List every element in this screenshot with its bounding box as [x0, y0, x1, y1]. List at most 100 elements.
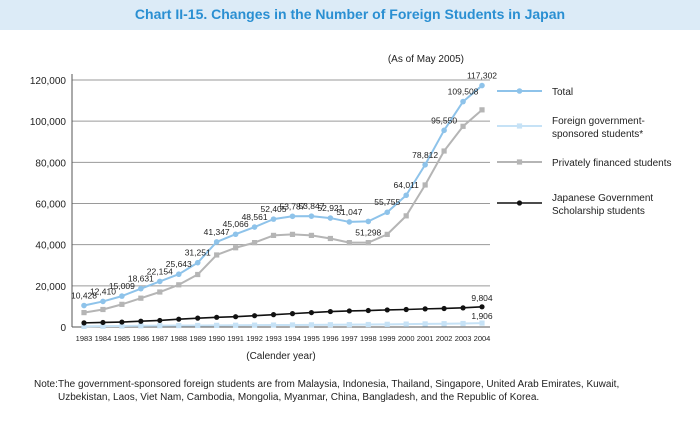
- data-point-foreign_gov: [233, 322, 239, 328]
- data-point-foreign_gov: [100, 323, 106, 329]
- data-point-private: [138, 295, 144, 301]
- data-label-total: 12,410: [90, 286, 116, 296]
- series-line-total: [83, 84, 483, 307]
- legend-label-private: Privately financed students: [552, 158, 672, 169]
- x-tick-label: 2004: [474, 334, 491, 343]
- legend-label-foreign_gov: Foreign government-: [552, 116, 645, 127]
- data-point-foreign_gov: [119, 323, 125, 329]
- series-line-private: [83, 109, 483, 314]
- data-point-total: [119, 293, 125, 299]
- data-point-foreign_gov: [327, 322, 333, 328]
- data-point-private: [384, 231, 390, 237]
- legend-marker-japanese_gov: [516, 200, 523, 206]
- data-point-japanese_gov: [365, 307, 371, 314]
- data-label-total: 15,009: [109, 281, 135, 291]
- data-point-japanese_gov: [308, 309, 315, 316]
- data-point-japanese_gov: [327, 308, 333, 315]
- data-label-total: 51,298: [355, 227, 381, 237]
- data-point-private: [289, 231, 296, 237]
- data-point-private: [422, 182, 428, 188]
- data-point-japanese_gov: [157, 317, 163, 324]
- data-point-foreign_gov: [460, 320, 466, 327]
- data-point-foreign_gov: [270, 322, 277, 328]
- x-tick-label: 1983: [76, 334, 93, 343]
- data-point-total: [270, 216, 277, 222]
- data-point-private: [441, 148, 447, 154]
- data-point-total: [308, 213, 315, 219]
- data-point-total: [289, 213, 296, 220]
- data-point-total: [175, 271, 182, 278]
- legend-label-foreign_gov: sponsored students*: [552, 129, 643, 140]
- data-point-total: [365, 218, 372, 225]
- data-point-total: [327, 215, 334, 221]
- data-point-private: [251, 240, 258, 246]
- data-point-total: [81, 302, 87, 309]
- data-point-japanese_gov: [81, 320, 87, 326]
- data-point-total: [100, 298, 106, 305]
- data-label-total: 45,066: [223, 219, 249, 229]
- x-tick-label: 2001: [417, 334, 434, 343]
- data-point-private: [214, 252, 220, 258]
- data-point-foreign_gov: [479, 320, 485, 326]
- x-tick-label: 1996: [322, 334, 339, 343]
- data-point-private: [233, 245, 239, 251]
- data-label-foreign_gov: 1,906: [471, 311, 493, 321]
- data-label-total: 52,405: [261, 204, 287, 214]
- x-tick-label: 1995: [303, 334, 320, 343]
- data-point-total: [138, 285, 144, 292]
- data-point-foreign_gov: [422, 321, 428, 327]
- y-tick-label: 100,000: [30, 117, 67, 128]
- x-axis-label: (Calender year): [246, 351, 315, 362]
- data-point-foreign_gov: [403, 321, 409, 327]
- data-point-private: [119, 301, 125, 307]
- data-label-total: 51,047: [336, 207, 362, 217]
- data-point-japanese_gov: [479, 304, 485, 310]
- x-tick-label: 1997: [341, 334, 358, 343]
- x-tick-label: 1986: [133, 334, 150, 343]
- data-point-private: [195, 271, 201, 278]
- data-point-private: [346, 240, 352, 246]
- data-point-total: [194, 259, 201, 266]
- data-point-japanese_gov: [138, 318, 144, 324]
- data-point-private: [308, 232, 315, 239]
- x-tick-label: 2003: [455, 334, 472, 343]
- data-point-foreign_gov: [365, 321, 371, 328]
- data-point-total: [422, 161, 428, 168]
- x-tick-label: 1990: [208, 334, 225, 343]
- y-tick-label: 120,000: [30, 76, 67, 87]
- data-point-private: [270, 232, 277, 239]
- legend-label-japanese_gov: Japanese Government: [552, 193, 653, 204]
- data-point-foreign_gov: [138, 323, 144, 329]
- data-point-japanese_gov: [403, 306, 409, 313]
- data-point-private: [460, 123, 466, 129]
- x-tick-label: 1991: [227, 334, 244, 343]
- data-label-total: 53,787: [279, 201, 305, 211]
- data-point-private: [365, 240, 371, 246]
- data-label-total: 25,643: [166, 259, 192, 269]
- data-point-private: [157, 289, 163, 295]
- data-point-private: [81, 309, 87, 316]
- x-tick-label: 1984: [95, 334, 112, 343]
- x-tick-label: 1994: [284, 334, 301, 343]
- data-point-japanese_gov: [460, 305, 466, 311]
- data-label-total: 109,508: [448, 87, 479, 97]
- data-label-japanese_gov: 9,804: [471, 293, 493, 303]
- legend-marker-total: [516, 88, 523, 94]
- data-point-japanese_gov: [289, 311, 296, 317]
- title-bar: [0, 0, 700, 30]
- data-point-japanese_gov: [422, 306, 428, 312]
- x-tick-label: 1988: [170, 334, 187, 343]
- data-label-total: 10,428: [71, 291, 97, 301]
- legend-marker-private: [516, 159, 523, 165]
- x-tick-label: 1993: [265, 334, 282, 343]
- data-point-private: [327, 235, 333, 242]
- data-point-foreign_gov: [157, 323, 163, 329]
- data-point-total: [384, 209, 391, 216]
- data-point-foreign_gov: [251, 322, 258, 328]
- note-label: Note:: [34, 379, 58, 390]
- data-label-total: 52,921: [317, 203, 343, 213]
- y-tick-label: 80,000: [35, 158, 66, 169]
- data-label-total: 117,302: [467, 71, 497, 81]
- data-point-japanese_gov: [384, 307, 390, 313]
